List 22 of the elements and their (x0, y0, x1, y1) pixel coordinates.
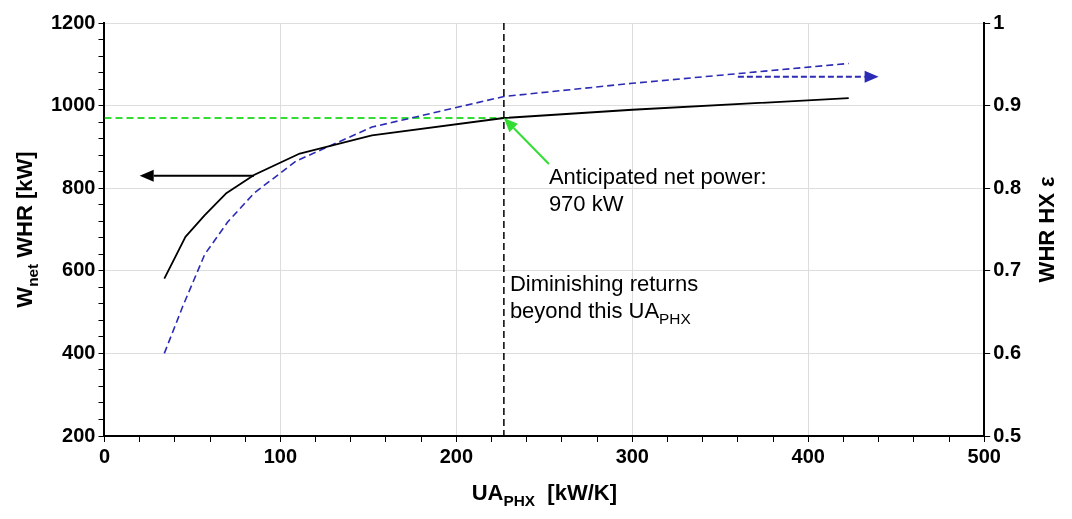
x-tick-label: 0 (98, 444, 111, 467)
annotation: Anticipated net power: 970 kW (548, 163, 767, 216)
x-tick-label: 500 (967, 444, 1001, 467)
y-axis-title: Wnet WHR [kW] (12, 151, 41, 308)
y-tick-label: 1200 (50, 10, 96, 33)
line-series (163, 62, 850, 355)
y2-tick-label: 0.5 (993, 423, 1022, 446)
y2-tick-label: 0.6 (993, 340, 1022, 363)
y-tick-label: 600 (62, 258, 96, 281)
x-tick-label: 400 (791, 444, 825, 467)
y-tick-label: 800 (62, 175, 96, 198)
y-tick-label: 200 (62, 423, 96, 446)
y2-axis-title: WHR HX ε (1034, 176, 1059, 283)
y2-tick-label: 0.9 (993, 93, 1022, 116)
y2-tick-label: 0.8 (993, 175, 1022, 198)
y2-tick-label: 0.7 (993, 258, 1022, 281)
y-tick-label: 400 (62, 340, 96, 363)
x-tick-label: 100 (263, 444, 298, 467)
x-tick-label: 200 (439, 444, 474, 467)
y-tick-label: 1000 (50, 93, 96, 116)
x-tick-label: 300 (615, 444, 649, 467)
y2-tick-label: 1 (993, 10, 1005, 33)
